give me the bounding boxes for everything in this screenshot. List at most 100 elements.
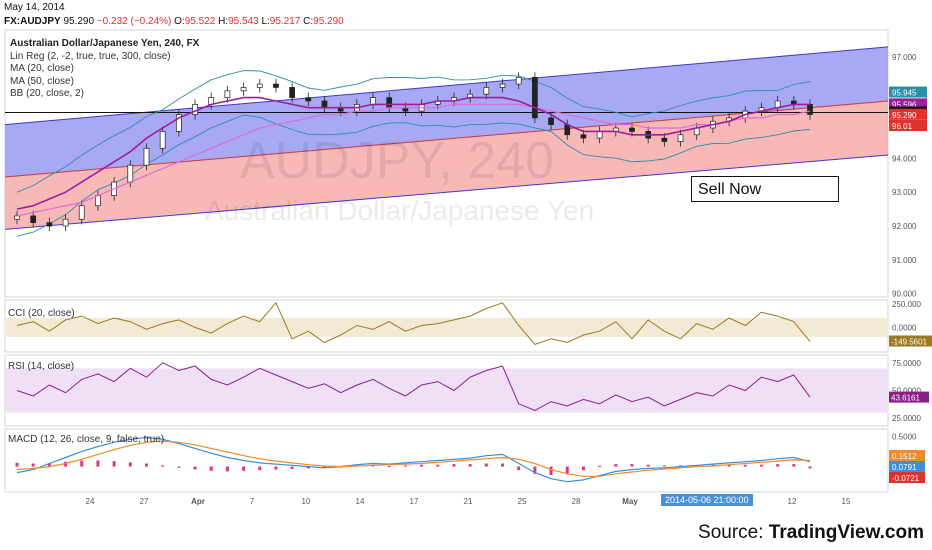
rsi-tick: 75.0000 bbox=[892, 359, 921, 368]
macd-hist-bar bbox=[80, 460, 84, 467]
macd-hist-bar bbox=[387, 465, 391, 467]
macd-hist-bar bbox=[290, 466, 294, 469]
macd-hist-bar bbox=[112, 461, 116, 467]
legend-ma50[interactable]: MA (50, close) bbox=[10, 75, 74, 87]
main-price-pane: AUDJPY, 240 Australian Dollar/Japanese Ye… bbox=[4, 29, 927, 299]
candle-body bbox=[224, 90, 231, 98]
price-label-box bbox=[889, 108, 927, 120]
candle-body bbox=[95, 195, 101, 207]
candle-body bbox=[175, 114, 182, 132]
macd-hist-bar bbox=[614, 464, 618, 467]
legend-ma20[interactable]: MA (20, close) bbox=[10, 63, 74, 74]
macd-hist-bar bbox=[274, 466, 278, 470]
macd-line bbox=[16, 436, 811, 483]
price-label-box bbox=[889, 86, 927, 98]
signal-line bbox=[16, 440, 811, 477]
macd-hist-bar bbox=[128, 462, 132, 467]
y-tick-label: 90.000 bbox=[892, 290, 917, 299]
x-tick-label: 27 bbox=[140, 497, 149, 506]
lin-reg-lower-band bbox=[5, 100, 888, 230]
macd-hist-bar bbox=[47, 463, 51, 467]
macd-hist-bar bbox=[743, 464, 747, 467]
cci-label[interactable]: CCI (20, close) bbox=[8, 308, 75, 319]
open-value: 95.522 bbox=[184, 16, 216, 27]
source-credit: Source: TradingView.com bbox=[698, 522, 924, 544]
legend-lin-reg[interactable]: Lin Reg (2, -2, true, true, 300, close) bbox=[10, 50, 171, 62]
y-tick-label: 93.000 bbox=[892, 188, 917, 197]
macd-hist-bar bbox=[549, 466, 553, 476]
rsi-label[interactable]: RSI (14, close) bbox=[8, 361, 75, 372]
candle-body bbox=[677, 134, 684, 142]
x-tick-label: 15 bbox=[842, 497, 851, 506]
macd-hist-bar bbox=[695, 465, 699, 467]
macd-hist-bar bbox=[484, 463, 488, 467]
legend-bb[interactable]: BB (20, close, 2) bbox=[10, 88, 84, 99]
candle-body bbox=[192, 104, 198, 115]
candle-body bbox=[289, 87, 295, 98]
candle-body bbox=[256, 83, 263, 88]
macd-hist-bar bbox=[452, 464, 456, 467]
macd-label[interactable]: MACD (12, 26, close, 9, false, true) bbox=[8, 434, 165, 445]
chart-date: May 14, 2014 bbox=[4, 2, 65, 13]
candle-body bbox=[596, 131, 603, 139]
cci-value-box bbox=[889, 335, 932, 347]
x-tick-label: 12 bbox=[788, 497, 797, 506]
time-axis: 2427Apr7101417212528May581215 bbox=[86, 497, 851, 506]
lin-reg-upper-band bbox=[5, 46, 888, 178]
candle-body bbox=[30, 215, 37, 223]
lin-reg-lower-line bbox=[4, 154, 889, 230]
x-tick-label: May bbox=[622, 497, 638, 506]
rsi-band bbox=[5, 368, 888, 413]
y-tick-label: 97.000 bbox=[892, 53, 917, 62]
macd-hist-bar bbox=[225, 466, 229, 472]
candle-body bbox=[62, 218, 69, 227]
macd-hist-bar bbox=[517, 466, 521, 471]
cci-line bbox=[16, 301, 811, 345]
candle-body bbox=[159, 131, 166, 149]
x-tick-label: 24 bbox=[86, 497, 95, 506]
macd-value-box bbox=[889, 472, 925, 483]
price-label-box bbox=[889, 98, 927, 110]
price-label-box bbox=[889, 119, 927, 131]
cci-tick: 250.000 bbox=[892, 300, 921, 309]
macd-hist-bar bbox=[177, 466, 181, 468]
macd-hist-bar bbox=[258, 466, 262, 471]
ma20-line bbox=[16, 96, 810, 210]
x-tick-label: 28 bbox=[572, 497, 581, 506]
macd-hist-bar bbox=[598, 465, 602, 467]
price-change: −0.232 (−0.24%) bbox=[96, 16, 172, 27]
symbol[interactable]: FX:AUDJPY bbox=[4, 16, 61, 27]
price-label-bb_upper: 95.945 bbox=[892, 89, 917, 98]
candle-body bbox=[305, 97, 312, 102]
candle-body bbox=[78, 205, 85, 220]
macd-hist-bar bbox=[31, 463, 35, 467]
candle-body bbox=[46, 222, 53, 227]
candle-body bbox=[532, 76, 538, 119]
macd-hist-bar bbox=[193, 466, 197, 470]
macd-hist-bar bbox=[533, 466, 537, 474]
chart-canvas[interactable]: AUDJPY, 240 Australian Dollar/Japanese Ye… bbox=[0, 0, 932, 520]
candle-body bbox=[240, 87, 247, 92]
macd-hist-bar bbox=[759, 464, 763, 467]
macd-hist-bar bbox=[808, 466, 812, 469]
candle-body bbox=[629, 127, 635, 132]
macd-hist-bar bbox=[679, 465, 683, 467]
candle-body bbox=[661, 137, 668, 142]
watermark-ticker: AUDJPY, 240 bbox=[240, 132, 554, 190]
macd-hist-bar bbox=[64, 461, 68, 467]
macd-hist-bar bbox=[322, 466, 326, 468]
rsi-tick: 25.0000 bbox=[892, 414, 921, 423]
close-label: C: bbox=[303, 16, 314, 27]
price-label-last: 96.01 bbox=[892, 122, 913, 131]
macd-value-box bbox=[889, 450, 925, 461]
y-tick-label: 94.000 bbox=[892, 154, 917, 163]
candle-body bbox=[143, 147, 150, 166]
macd-hist-bar bbox=[776, 464, 780, 467]
candle-body bbox=[370, 97, 376, 105]
macd-hist-bar bbox=[565, 466, 569, 474]
x-tick-label: 25 bbox=[518, 497, 527, 506]
rsi-last-value: 43.6161 bbox=[891, 394, 920, 403]
high-value: 95.543 bbox=[228, 16, 259, 27]
sell-now-annotation[interactable]: Sell Now bbox=[691, 176, 839, 202]
macd-hist-bar bbox=[161, 465, 165, 467]
